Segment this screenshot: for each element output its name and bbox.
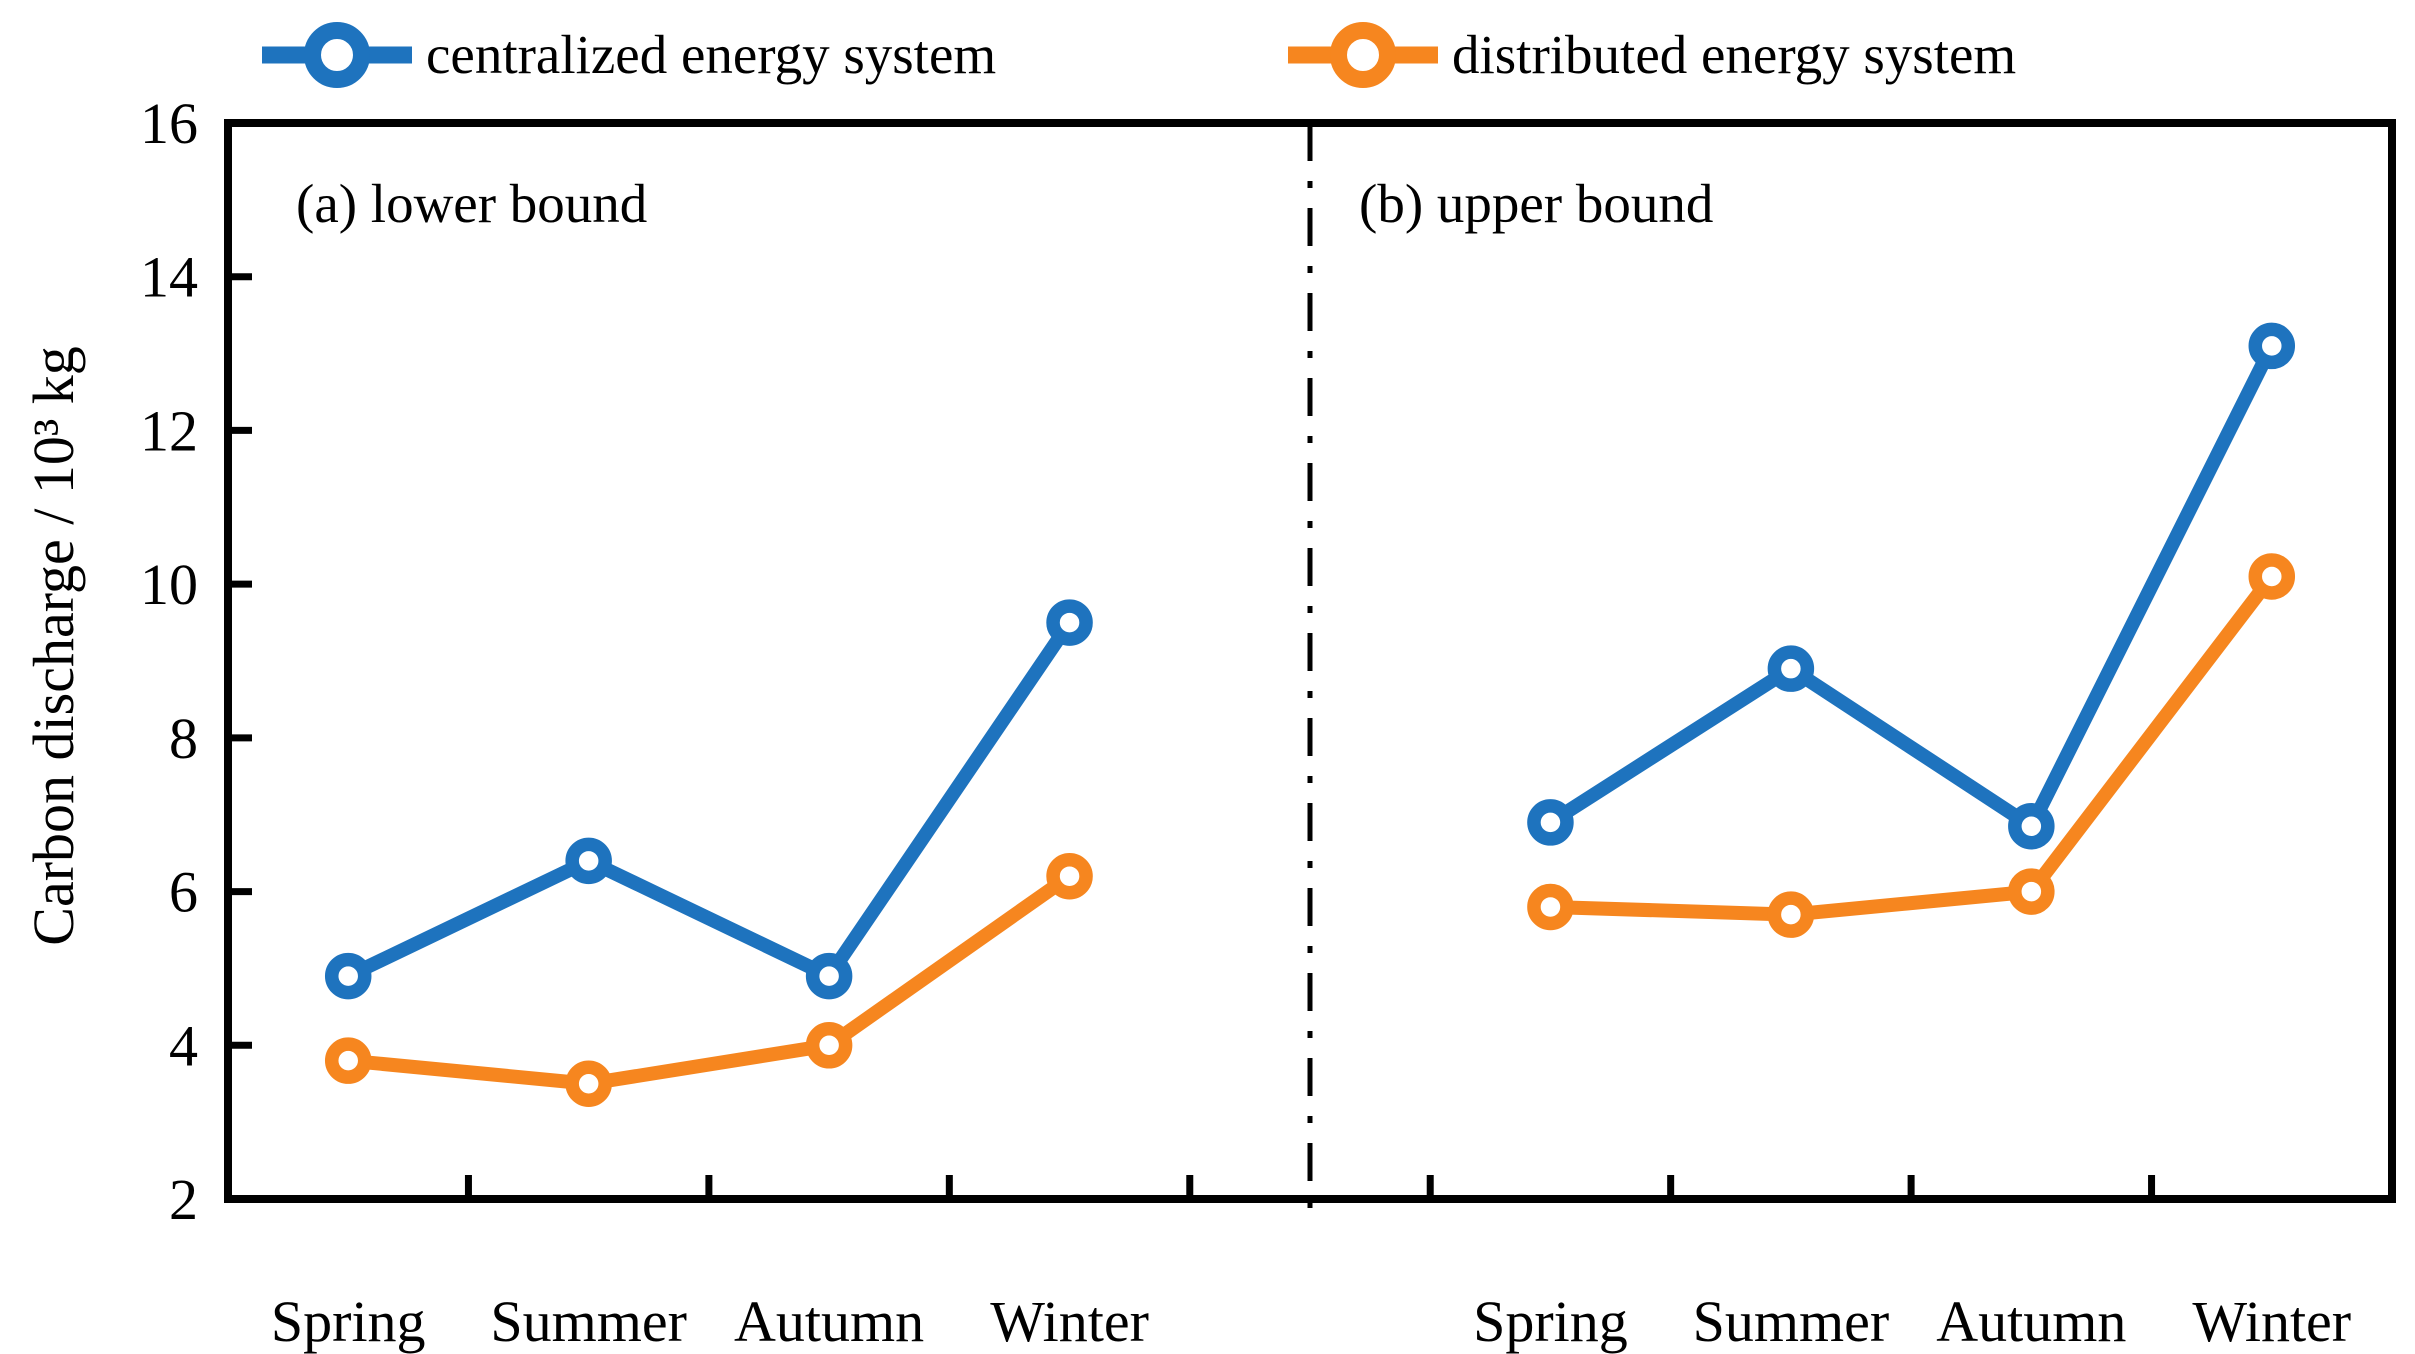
panel-a-title: (a) lower bound bbox=[296, 173, 648, 234]
axes-frame bbox=[224, 119, 2396, 1203]
x-category-label: Winter bbox=[990, 1289, 1149, 1354]
data-point-distributed-summer-panel-b bbox=[1767, 891, 1815, 938]
x-category-label: Winter bbox=[2192, 1289, 2351, 1354]
legend-item-distributed: distributed energy system bbox=[1288, 18, 2016, 92]
x-category-label: Summer bbox=[490, 1289, 687, 1354]
panel-b-title: (b) upper bound bbox=[1359, 173, 1714, 234]
x-category-label: Summer bbox=[1693, 1289, 1890, 1354]
y-tick-label: 8 bbox=[169, 706, 198, 771]
data-point-centralized-summer-panel-a bbox=[565, 837, 612, 885]
y-tick-label: 14 bbox=[140, 245, 198, 310]
data-point-centralized-summer-panel-b bbox=[1767, 645, 1815, 692]
data-point-centralized-winter-panel-b bbox=[2248, 322, 2296, 370]
y-tick-label: 6 bbox=[169, 860, 198, 925]
legend-label-distributed: distributed energy system bbox=[1452, 24, 2017, 85]
data-point-centralized-winter-panel-a bbox=[1046, 599, 1093, 646]
legend-marker-distributed bbox=[1288, 22, 1438, 88]
data-point-distributed-winter-panel-b bbox=[2248, 553, 2296, 600]
series-line-distributed-panel-a bbox=[347, 870, 1074, 1091]
legend-circle-marker-centralized bbox=[304, 22, 370, 88]
data-point-distributed-winter-panel-a bbox=[1046, 852, 1093, 900]
x-category-label: Spring bbox=[1473, 1289, 1628, 1354]
legend-item-centralized: centralized energy system bbox=[262, 18, 996, 92]
data-point-centralized-autumn-panel-a bbox=[805, 952, 853, 1000]
series-line-distributed-panel-b bbox=[1550, 572, 2278, 922]
data-point-distributed-summer-panel-a bbox=[565, 1060, 612, 1107]
y-tick-label: 10 bbox=[140, 552, 198, 617]
data-point-centralized-spring-panel-b bbox=[1527, 799, 1574, 846]
y-tick-label: 16 bbox=[140, 91, 198, 156]
data-point-centralized-autumn-panel-b bbox=[2008, 802, 2055, 850]
series-line-centralized-panel-a bbox=[345, 618, 1076, 986]
y-tick-label: 12 bbox=[140, 398, 198, 463]
legend-label-centralized: centralized energy system bbox=[426, 24, 997, 85]
data-point-distributed-spring-panel-b bbox=[1527, 883, 1574, 931]
y-tick-label: 4 bbox=[169, 1013, 198, 1078]
legend-circle-marker-distributed bbox=[1330, 22, 1396, 88]
legend-marker-centralized bbox=[262, 22, 412, 88]
data-point-centralized-spring-panel-a bbox=[324, 952, 372, 1000]
y-tick-label: 2 bbox=[169, 1167, 198, 1232]
x-category-label: Spring bbox=[271, 1289, 426, 1354]
data-point-distributed-spring-panel-a bbox=[324, 1037, 372, 1084]
x-category-label: Autumn bbox=[734, 1289, 924, 1354]
data-point-distributed-autumn-panel-a bbox=[805, 1022, 853, 1069]
data-point-distributed-autumn-panel-b bbox=[2008, 868, 2055, 915]
series-line-centralized-panel-b bbox=[1546, 342, 2279, 837]
x-category-label: Autumn bbox=[1936, 1289, 2126, 1354]
